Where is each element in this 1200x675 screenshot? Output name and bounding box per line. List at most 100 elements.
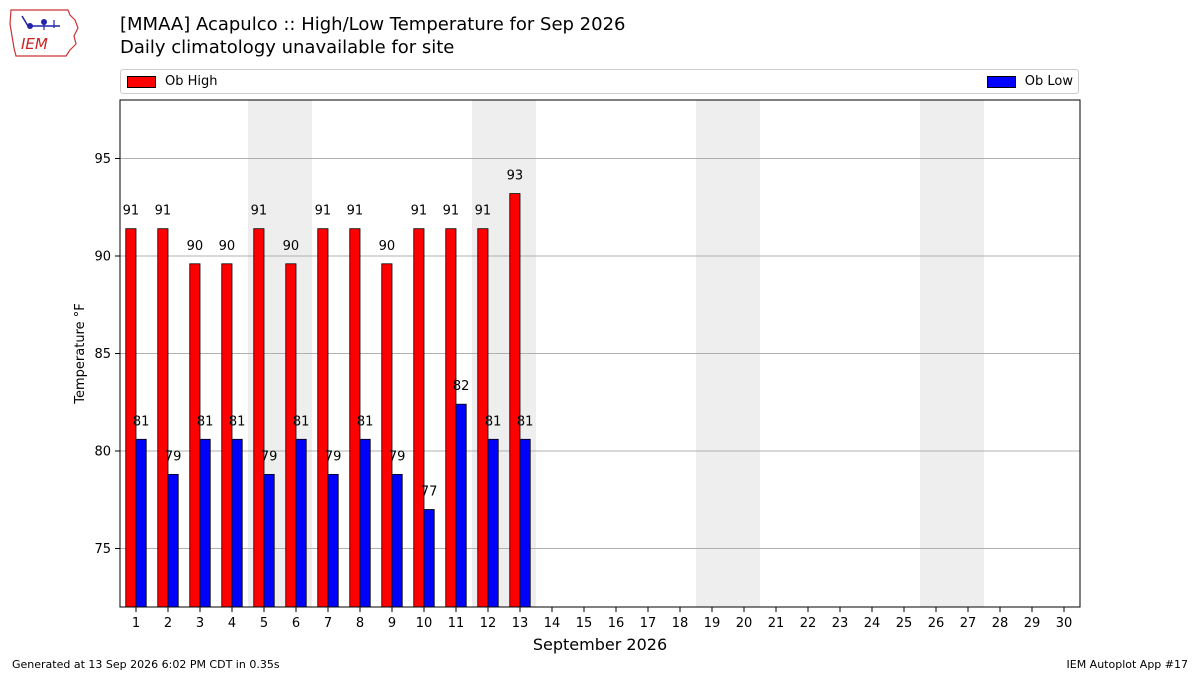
low-bar xyxy=(167,473,179,608)
high-bar-label: 91 xyxy=(251,204,268,219)
iem-logo: IEM xyxy=(8,6,80,58)
low-bar-label: 82 xyxy=(453,379,470,394)
x-tick-label: 17 xyxy=(640,616,657,631)
y-tick-label: 75 xyxy=(94,542,111,557)
x-tick-label: 19 xyxy=(704,616,721,631)
x-tick-label: 6 xyxy=(292,616,300,631)
low-bar-label: 79 xyxy=(165,449,182,464)
low-bar xyxy=(263,473,275,608)
high-bar-label: 91 xyxy=(475,204,492,219)
low-bar-label: 81 xyxy=(197,414,214,429)
x-tick-label: 13 xyxy=(512,616,529,631)
x-tick-label: 12 xyxy=(480,616,497,631)
legend-label-low: Ob Low xyxy=(1024,74,1073,89)
x-tick-label: 1 xyxy=(132,616,140,631)
high-bar-label: 90 xyxy=(379,239,396,254)
chart-subtitle: Daily climatology unavailable for site xyxy=(120,37,455,58)
high-bar-label: 91 xyxy=(411,204,428,219)
x-tick-label: 4 xyxy=(228,616,236,631)
low-bar-label: 79 xyxy=(325,449,342,464)
x-tick-label: 21 xyxy=(768,616,785,631)
plot-frame xyxy=(119,99,1081,608)
low-bar-label: 81 xyxy=(517,414,534,429)
x-tick-label: 8 xyxy=(356,616,364,631)
low-bar xyxy=(391,473,403,608)
low-bar-label: 81 xyxy=(293,414,310,429)
high-bar xyxy=(157,228,169,608)
high-bar-label: 91 xyxy=(347,204,364,219)
legend-item-low: Ob Low xyxy=(986,74,1073,89)
weekend-band xyxy=(696,100,728,607)
low-bar xyxy=(231,438,243,608)
legend-swatch-high xyxy=(127,75,156,88)
weekend-band xyxy=(920,100,952,607)
high-bar xyxy=(509,193,521,608)
x-tick-label: 11 xyxy=(448,616,465,631)
x-tick-label: 22 xyxy=(800,616,817,631)
low-bar xyxy=(519,438,531,608)
low-bar-label: 81 xyxy=(133,414,150,429)
high-bar xyxy=(317,228,329,608)
low-bar-label: 81 xyxy=(357,414,374,429)
x-tick-label: 3 xyxy=(196,616,204,631)
legend-label-high: Ob High xyxy=(165,74,218,89)
weekend-band xyxy=(728,100,760,607)
weekend-band xyxy=(952,100,984,607)
y-tick-label: 80 xyxy=(94,445,111,460)
x-tick-label: 25 xyxy=(896,616,913,631)
legend-swatch-low xyxy=(986,75,1016,88)
low-bar xyxy=(487,438,499,608)
x-axis-label: September 2026 xyxy=(533,635,667,654)
iowa-map-logo-icon: IEM xyxy=(9,9,79,57)
x-tick-label: 30 xyxy=(1056,616,1073,631)
chart-title-block: [MMAA] Acapulco :: High/Low Temperature … xyxy=(120,13,625,59)
y-tick-label: 95 xyxy=(94,152,111,167)
high-bar-label: 90 xyxy=(283,239,300,254)
high-bar xyxy=(253,228,265,608)
high-bar xyxy=(125,228,137,608)
x-tick-label: 28 xyxy=(992,616,1009,631)
y-tick-label: 85 xyxy=(94,347,111,362)
high-bar xyxy=(445,228,457,608)
high-bar-label: 90 xyxy=(219,239,236,254)
low-bar xyxy=(423,509,435,608)
high-bar-label: 91 xyxy=(123,204,140,219)
x-tick-label: 18 xyxy=(672,616,689,631)
high-bar xyxy=(349,228,361,608)
legend-item-high: Ob High xyxy=(127,74,218,89)
high-bar-label: 91 xyxy=(443,204,460,219)
high-bar xyxy=(381,263,393,608)
high-bar xyxy=(477,228,489,608)
low-bar-label: 79 xyxy=(261,449,278,464)
high-bar xyxy=(221,263,233,608)
logo-text: IEM xyxy=(21,35,48,53)
low-bar-label: 79 xyxy=(389,449,406,464)
x-tick-label: 9 xyxy=(388,616,396,631)
x-tick-label: 5 xyxy=(260,616,268,631)
low-bar-label: 81 xyxy=(485,414,502,429)
high-bar-label: 91 xyxy=(315,204,332,219)
x-tick-label: 2 xyxy=(164,616,172,631)
x-tick-label: 20 xyxy=(736,616,753,631)
x-tick-label: 29 xyxy=(1024,616,1041,631)
low-bar-label: 77 xyxy=(421,485,438,500)
high-bar xyxy=(413,228,425,608)
low-bar xyxy=(359,438,371,608)
y-axis-label: Temperature °F xyxy=(73,303,88,404)
x-tick-label: 15 xyxy=(576,616,593,631)
x-tick-label: 16 xyxy=(608,616,625,631)
footer-generated: Generated at 13 Sep 2026 6:02 PM CDT in … xyxy=(12,658,280,671)
x-tick-label: 24 xyxy=(864,616,881,631)
low-bar xyxy=(327,473,339,608)
x-tick-label: 10 xyxy=(416,616,433,631)
x-tick-label: 26 xyxy=(928,616,945,631)
low-bar xyxy=(199,438,211,608)
high-bar-label: 93 xyxy=(507,169,524,184)
high-bar xyxy=(285,263,297,608)
low-bar xyxy=(135,438,147,608)
low-bar xyxy=(295,438,307,608)
high-bar-label: 90 xyxy=(187,239,204,254)
weekend-band xyxy=(472,100,504,607)
x-tick-label: 23 xyxy=(832,616,849,631)
